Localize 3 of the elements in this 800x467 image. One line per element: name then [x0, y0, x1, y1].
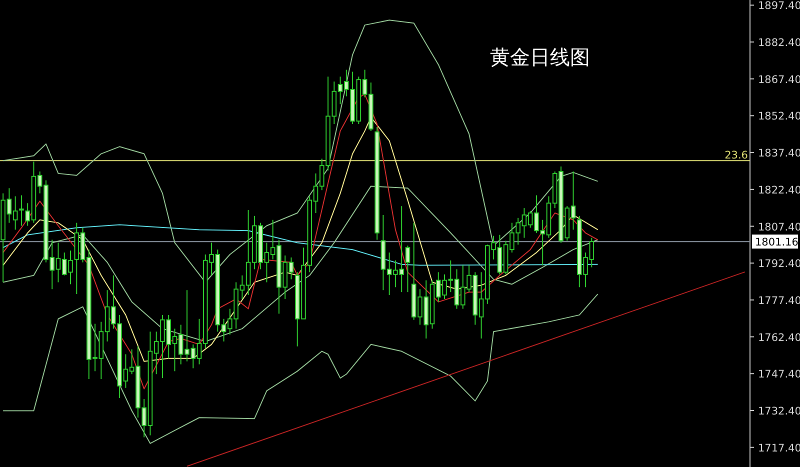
ref-line-label: 1801.16: [755, 236, 799, 249]
annotation: 23.6: [724, 150, 748, 162]
text: 黄金日线图: [490, 47, 590, 69]
